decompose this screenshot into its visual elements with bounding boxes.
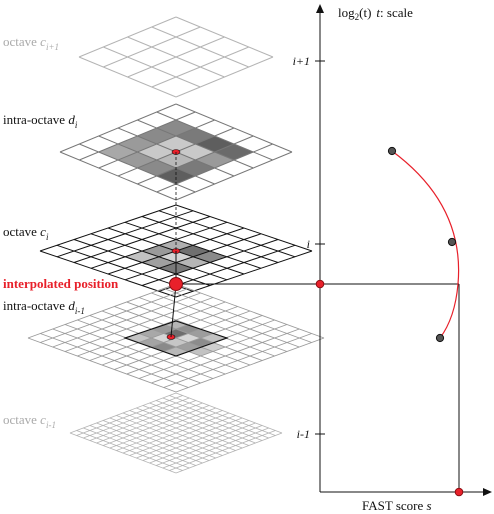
axis-point-interpolated-scale bbox=[315, 279, 325, 289]
octave-i-grid-line-v bbox=[90, 233, 228, 281]
y-axis-label: log2(t) t: scale bbox=[338, 5, 413, 22]
octave-i-minus-1-grid-line-u bbox=[169, 430, 276, 471]
octave-i-grid-line-u bbox=[141, 239, 279, 286]
label-octave-i-sub: i bbox=[46, 232, 49, 242]
intra-octave-i-minus-1-grid-line-u bbox=[175, 337, 325, 393]
label-octave-i-var: c bbox=[40, 224, 46, 239]
label-intra-octave-i-sub: i bbox=[75, 120, 78, 130]
octave-i-minus-1-grid-line-v bbox=[102, 420, 210, 461]
octave-i-minus-1-grid-line-u bbox=[136, 417, 243, 459]
y-axis-arrow bbox=[316, 4, 324, 13]
octave-i-plus-1-grid-line-u bbox=[151, 46, 249, 88]
octave-i-minus-1-grid-line-u bbox=[162, 427, 269, 469]
y-axis-label-prefix: log bbox=[338, 5, 355, 20]
octave-i-plus-1-grid-line-v bbox=[78, 56, 177, 98]
octave-i-grid-line-v bbox=[73, 239, 211, 286]
y-axis-label-suffix: : scale bbox=[380, 5, 413, 20]
tick-label-i-minus-1: i-1 bbox=[297, 427, 310, 441]
octave-i-minus-1-grid-line-v bbox=[96, 422, 203, 464]
intra-octave-i-grid-line-u bbox=[175, 151, 293, 201]
axis-point-max-score bbox=[454, 487, 464, 497]
neighbourhood-outline bbox=[123, 320, 229, 357]
fitted-parabola bbox=[391, 150, 460, 339]
intra-octave-i-minus-1-grid-line-v bbox=[27, 337, 177, 393]
label-octave-i-minus-1-var: c bbox=[40, 412, 46, 427]
label-intra-octave-i-minus-1: intra-octave di-1 bbox=[3, 298, 85, 316]
label-octave-i-plus-1-sub: i+1 bbox=[46, 42, 59, 52]
layer-intra-octave-i: intra-octave di bbox=[3, 103, 293, 201]
octave-i-grid-line-u bbox=[124, 233, 262, 281]
octave-i-minus-1-grid-line-u bbox=[175, 432, 283, 474]
layer-octave-i-plus-1: octave ci+1 bbox=[3, 16, 274, 98]
y-axis-label-var: t bbox=[376, 5, 380, 20]
octave-i-grid-line-v bbox=[39, 250, 177, 298]
sample-point-lower bbox=[435, 333, 445, 343]
octave-i-plus-1-grid-line-v bbox=[103, 46, 201, 88]
octave-i-grid-line-u bbox=[175, 250, 313, 298]
y-axis-label-sub: 2 bbox=[355, 12, 360, 22]
plot-axes: log2(t) t: scale FAST score s i+1 i i-1 bbox=[293, 4, 492, 513]
octave-i-minus-1-grid-line-u bbox=[129, 415, 236, 456]
octave-i-minus-1-grid-line-v bbox=[89, 425, 197, 466]
grid-octave-i-plus-1 bbox=[78, 16, 274, 98]
x-axis-label-main: FAST score bbox=[362, 498, 427, 513]
connector-interpolated-to-intra-im1 bbox=[170, 283, 177, 338]
tick-label-i: i bbox=[307, 237, 310, 251]
layer-octave-i-minus-1: octave ci-1 bbox=[3, 392, 283, 474]
label-intra-octave-i-var: d bbox=[68, 112, 75, 127]
octave-i-plus-1-grid-line-u bbox=[175, 56, 274, 98]
sample-point-middle bbox=[447, 237, 457, 247]
octave-i-minus-1-grid-line-v bbox=[76, 430, 183, 471]
sample-point-upper bbox=[387, 146, 397, 156]
interpolated-position-marker bbox=[169, 277, 183, 291]
x-axis-label-var: s bbox=[427, 498, 432, 513]
label-octave-i: octave ci bbox=[3, 224, 49, 242]
octave-i-minus-1-grid-line-v bbox=[83, 427, 190, 469]
layer-intra-octave-i-minus-1: intra-octave di-1 bbox=[3, 283, 325, 393]
label-octave-i-minus-1-sub: i-1 bbox=[46, 420, 56, 430]
label-octave-i-plus-1-main: octave bbox=[3, 34, 40, 49]
intra-octave-i-grid-line-v bbox=[59, 151, 177, 201]
octave-i-minus-1-grid-line-v bbox=[69, 432, 177, 474]
octave-i-minus-1-grid-line-u bbox=[149, 422, 256, 464]
label-intra-octave-i-minus-1-sub: i-1 bbox=[75, 306, 85, 316]
intra-octave-i-minus-1-grid-line-v bbox=[52, 328, 201, 384]
x-axis-label: FAST score s bbox=[362, 498, 432, 513]
y-axis-label-arg: (t) bbox=[359, 5, 371, 20]
label-intra-octave-i-main: intra-octave bbox=[3, 112, 68, 127]
label-octave-i-plus-1-var: c bbox=[40, 34, 46, 49]
octave-i-minus-1-grid-line-v bbox=[116, 415, 223, 456]
octave-i-minus-1-grid-line-v bbox=[109, 417, 216, 459]
label-octave-i-minus-1-main: octave bbox=[3, 412, 40, 427]
intra-octave-i-minus-1-grid-line-u bbox=[163, 333, 312, 388]
x-axis-arrow bbox=[483, 488, 492, 496]
octave-i-plus-1-grid-line-v bbox=[127, 36, 225, 78]
label-intra-octave-i-minus-1-main: intra-octave bbox=[3, 298, 68, 313]
tick-label-i-plus-1: i+1 bbox=[293, 54, 310, 68]
label-octave-i-plus-1: octave ci+1 bbox=[3, 34, 59, 52]
octave-i-minus-1-grid-line-u bbox=[142, 420, 250, 461]
intra-octave-i-minus-1-grid-line-v bbox=[40, 333, 189, 388]
interpolated-position-label: interpolated position bbox=[3, 276, 119, 291]
label-intra-octave-i: intra-octave di bbox=[3, 112, 78, 130]
label-octave-i-main: octave bbox=[3, 224, 40, 239]
label-intra-octave-i-minus-1-var: d bbox=[68, 298, 75, 313]
octave-i-minus-1-grid-line-v bbox=[122, 412, 230, 454]
octave-i-minus-1-grid-line-u bbox=[155, 425, 263, 466]
grid-octave-i-minus-1 bbox=[69, 392, 283, 474]
label-octave-i-minus-1: octave ci-1 bbox=[3, 412, 56, 430]
